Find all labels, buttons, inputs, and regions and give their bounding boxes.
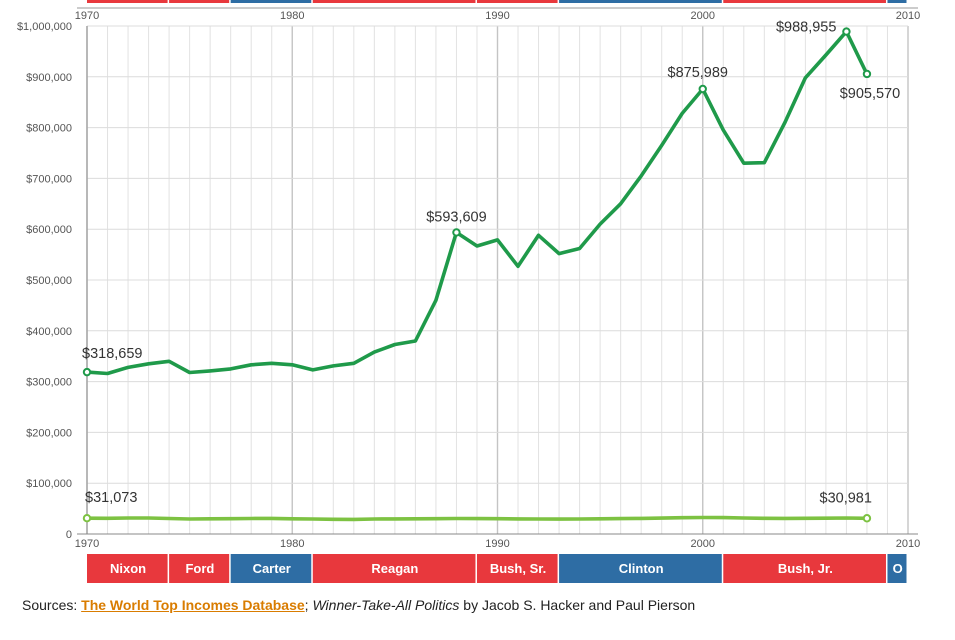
president-term-strip [312,0,476,3]
sources-note: Sources: The World Top Incomes Database;… [22,597,695,613]
annotated-point-marker [862,514,872,523]
annotated-point-marker [452,228,461,237]
president-term-bar [169,554,230,583]
x-tick-label-top: 2010 [896,10,920,22]
annotated-point-marker [82,367,92,377]
annotated-point-marker [842,27,851,36]
series-2-line [85,515,869,522]
president-term-label: Bush, Jr. [778,561,833,576]
president-term-bar [887,554,907,583]
x-tick-label-bottom: 1980 [280,538,304,550]
x-tick-label-bottom: 1970 [75,538,99,550]
y-tick-label: $400,000 [26,326,72,338]
y-tick-label: $300,000 [26,377,72,389]
x-tick-label-bottom: 2000 [691,538,715,550]
president-term-label: Clinton [619,561,664,576]
president-term-bar [312,554,476,583]
x-tick-label-bottom: 2010 [896,538,920,550]
x-tick-label-top: 1970 [75,10,99,22]
world-top-incomes-link[interactable]: The World Top Incomes Database [81,597,305,613]
y-tick-label: 0 [66,529,72,541]
y-tick-label: $100,000 [26,478,72,490]
data-label: $31,073 [85,490,137,506]
y-tick-label: $1,000,000 [17,21,72,33]
annotated-point-marker [862,69,872,79]
president-term-strip [887,0,907,3]
president-term-label: Bush, Sr. [490,561,546,576]
annotated-point-marker [698,84,707,94]
president-term-bar [723,554,886,583]
data-label: $318,659 [82,346,142,362]
annotated-point-marker [82,514,92,523]
y-tick-label: $200,000 [26,427,72,439]
president-term-strip [169,0,230,3]
y-tick-label: $600,000 [26,224,72,236]
president-term-bar [476,554,558,583]
sources-separator: ; [304,597,313,613]
data-label: $875,989 [668,65,728,81]
president-term-bar [230,554,312,583]
book-title: Winner-Take-All Politics [312,597,460,613]
president-term-strip [476,0,558,3]
sources-authors: by Jacob S. Hacker and Paul Pierson [459,597,696,613]
president-term-label: O [893,561,903,576]
president-term-bar [87,554,168,583]
x-tick-label-top: 1980 [280,10,304,22]
y-tick-label: $500,000 [26,275,72,287]
president-term-label: Carter [253,561,291,576]
president-term-label: Nixon [110,561,146,576]
y-tick-label: $800,000 [26,123,72,135]
data-label: $905,570 [840,86,900,102]
president-term-strip [230,0,312,3]
president-term-bar [559,554,722,583]
president-term-strip [723,0,886,3]
sources-prefix: Sources: [22,597,82,613]
y-tick-label: $900,000 [26,72,72,84]
x-tick-label-top: 2000 [691,10,715,22]
income-line-chart: 0 $100,000 $200,000 $300,000 $400,000 $500,00… [17,0,920,583]
series-1-line [85,29,869,376]
data-label: $593,609 [426,209,486,225]
data-label: $30,981 [820,490,872,506]
data-label: $988,955 [776,20,836,36]
x-tick-label-top: 1990 [485,10,509,22]
x-tick-label-bottom: 1990 [485,538,509,550]
y-tick-label: $700,000 [26,173,72,185]
president-term-strip [559,0,722,3]
president-term-label: Reagan [371,561,418,576]
president-term-strip [87,0,168,3]
president-term-label: Ford [185,561,214,576]
